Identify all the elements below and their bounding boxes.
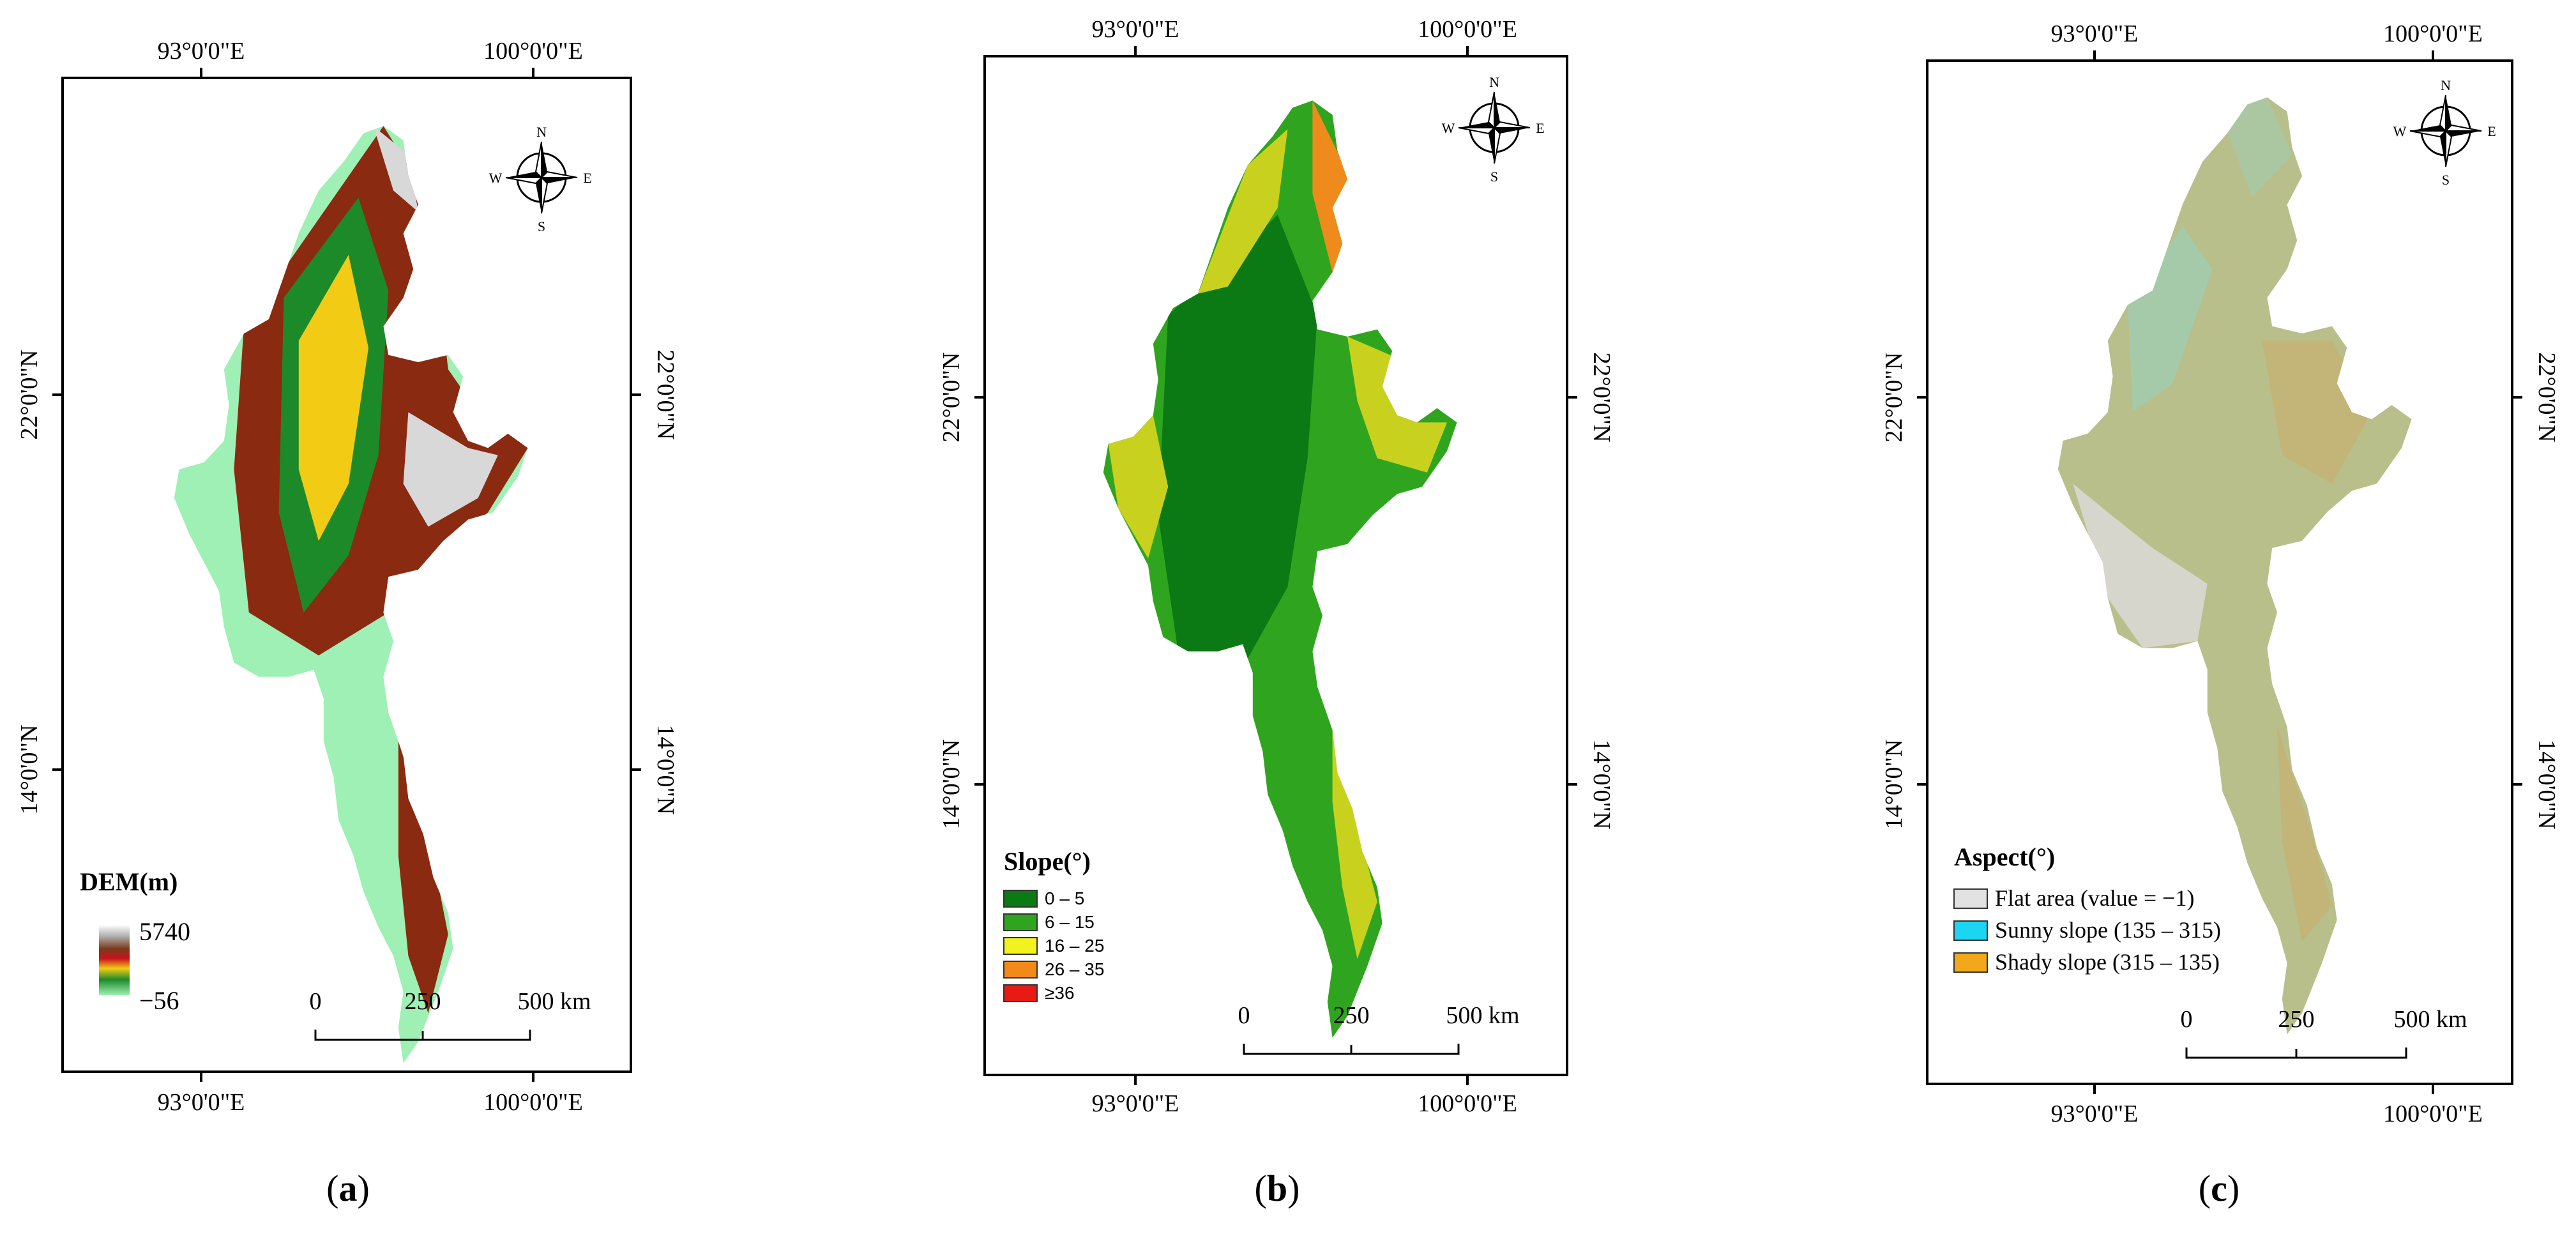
dem-min-label: −56 bbox=[139, 986, 179, 1015]
compass-w-label: W bbox=[1442, 120, 1455, 136]
scale-tick-0: 0 bbox=[310, 988, 322, 1015]
legend-label: 26 – 35 bbox=[1045, 959, 1104, 979]
legend-title: Aspect(°) bbox=[1954, 842, 2055, 871]
aspect-sunny-fill bbox=[2128, 226, 2213, 413]
lon-label-bottom-right: 100°0'0"E bbox=[1418, 1090, 1517, 1117]
scale-tick-500: 500 km bbox=[517, 988, 591, 1015]
compass-w-label: W bbox=[2393, 123, 2407, 139]
slope-mid-west-fill bbox=[1108, 415, 1169, 559]
scale-tick-0: 0 bbox=[2181, 1006, 2193, 1033]
legend-label: Flat area (value = −1) bbox=[1995, 885, 2194, 911]
scale-bar: 0 250 500 km bbox=[1238, 1002, 1520, 1055]
scale-tick-500: 500 km bbox=[1446, 1002, 1519, 1029]
aspect-flat-fill bbox=[2073, 484, 2208, 648]
legend-swatch bbox=[1003, 913, 1038, 931]
dem-hill-fill bbox=[298, 255, 368, 541]
legend-swatch bbox=[1003, 937, 1038, 955]
scale-tick-500: 500 km bbox=[2393, 1006, 2467, 1033]
lat-label-left-top: 22°0'0"N bbox=[16, 350, 43, 440]
legend-label: ≥36 bbox=[1045, 983, 1075, 1003]
compass-s-label: S bbox=[2442, 172, 2450, 188]
lat-label-right-bottom: 14°0'0"N bbox=[1588, 740, 1615, 830]
compass-s-label: S bbox=[1490, 169, 1498, 185]
panel-caption-a: (a) bbox=[326, 1168, 370, 1209]
dem-peak-fill bbox=[403, 412, 498, 527]
lon-label-bottom-right: 100°0'0"E bbox=[483, 1089, 583, 1116]
legend-swatch bbox=[1003, 984, 1038, 1002]
dem-south-ridge-fill bbox=[398, 741, 448, 1014]
slope-flat-fill bbox=[1158, 215, 1318, 659]
compass-n-label: N bbox=[536, 124, 547, 140]
panel-caption-c: (c) bbox=[2199, 1168, 2239, 1209]
scale-bar: 0 250 500 km bbox=[310, 988, 591, 1041]
aspect-shady-south-fill bbox=[2277, 727, 2332, 941]
lat-label-right-top: 22°0'0"N bbox=[652, 350, 679, 440]
legend-label: 0 – 5 bbox=[1045, 888, 1084, 908]
lon-label-top-left: 93°0'0"E bbox=[1092, 16, 1179, 43]
compass-s-label: S bbox=[538, 218, 545, 234]
graticule-ticks bbox=[974, 46, 1577, 1085]
panel-c: 93°0'0"E 100°0'0"E 93°0'0"E 100°0'0"E 22… bbox=[1881, 20, 2560, 1209]
scale-tick-250: 250 bbox=[405, 988, 441, 1015]
aspect-sunny-north-fill bbox=[2217, 97, 2292, 198]
dem-max-label: 5740 bbox=[139, 917, 190, 946]
slope-legend: Slope(°) 0 – 5 6 – 15 16 – 25 26 – 35 ≥36 bbox=[1003, 847, 1104, 1003]
dem-color-ramp bbox=[99, 925, 130, 995]
panel-b: 93°0'0"E 100°0'0"E 93°0'0"E 100°0'0"E 22… bbox=[938, 16, 1615, 1209]
legend-swatch bbox=[1953, 952, 1988, 973]
lat-label-left-bottom: 14°0'0"N bbox=[1881, 740, 1907, 830]
lon-label-top-right: 100°0'0"E bbox=[1418, 16, 1517, 43]
legend-swatch bbox=[1953, 920, 1988, 941]
lon-label-bottom-left: 93°0'0"E bbox=[158, 1089, 245, 1116]
compass-n-label: N bbox=[1489, 74, 1499, 90]
north-arrow-compass-icon: N S E W bbox=[1442, 74, 1545, 185]
compass-e-label: E bbox=[583, 170, 591, 186]
scale-bar: 0 250 500 km bbox=[2181, 1006, 2467, 1059]
legend-swatch bbox=[1003, 890, 1038, 908]
lat-label-left-bottom: 14°0'0"N bbox=[16, 725, 43, 815]
legend-title: Slope(°) bbox=[1004, 847, 1091, 876]
lat-label-right-top: 22°0'0"N bbox=[1588, 353, 1615, 443]
graticule-ticks bbox=[1917, 50, 2522, 1094]
lat-label-right-top: 22°0'0"N bbox=[2533, 353, 2560, 443]
dem-legend: DEM(m) 5740 −56 bbox=[80, 867, 190, 1015]
lon-label-bottom-right: 100°0'0"E bbox=[2383, 1101, 2483, 1127]
dem-north-peak-fill bbox=[373, 126, 418, 212]
graticule-ticks bbox=[52, 68, 641, 1082]
scale-tick-250: 250 bbox=[1333, 1002, 1370, 1029]
lon-label-top-right: 100°0'0"E bbox=[2383, 20, 2483, 47]
scale-tick-250: 250 bbox=[2278, 1006, 2315, 1033]
compass-e-label: E bbox=[2487, 123, 2496, 139]
legend-label: 16 – 25 bbox=[1045, 936, 1104, 956]
legend-swatch bbox=[1003, 961, 1038, 979]
north-arrow-compass-icon: N S E W bbox=[2393, 77, 2496, 188]
lat-label-right-bottom: 14°0'0"N bbox=[2533, 740, 2560, 830]
lat-label-left-top: 22°0'0"N bbox=[938, 353, 965, 443]
scale-tick-0: 0 bbox=[1238, 1002, 1250, 1029]
panel-a: 93°0'0"E 100°0'0"E 93°0'0"E 100°0'0"E 22… bbox=[16, 38, 679, 1209]
lon-label-bottom-left: 93°0'0"E bbox=[1092, 1090, 1179, 1117]
compass-e-label: E bbox=[1536, 120, 1544, 136]
lon-label-top-right: 100°0'0"E bbox=[483, 38, 583, 65]
legend-label: Sunny slope (135 – 315) bbox=[1995, 917, 2221, 943]
aspect-legend: Aspect(°) Flat area (value = −1) Sunny sl… bbox=[1953, 842, 2221, 975]
lon-label-bottom-left: 93°0'0"E bbox=[2051, 1101, 2139, 1127]
lat-label-right-bottom: 14°0'0"N bbox=[652, 725, 679, 815]
legend-swatch bbox=[1953, 888, 1988, 909]
lon-label-top-left: 93°0'0"E bbox=[158, 38, 245, 65]
legend-label: Shady slope (315 – 135) bbox=[1995, 949, 2220, 975]
lon-label-top-left: 93°0'0"E bbox=[2051, 20, 2139, 47]
compass-w-label: W bbox=[489, 170, 503, 186]
compass-n-label: N bbox=[2441, 77, 2451, 93]
lat-label-left-bottom: 14°0'0"N bbox=[938, 740, 965, 830]
legend-title: DEM(m) bbox=[80, 867, 178, 896]
lat-label-left-top: 22°0'0"N bbox=[1881, 353, 1907, 443]
slope-mid-north-fill bbox=[1198, 129, 1288, 294]
legend-label: 6 – 15 bbox=[1045, 912, 1095, 932]
panel-caption-b: (b) bbox=[1255, 1168, 1300, 1209]
north-arrow-compass-icon: N S E W bbox=[489, 124, 592, 234]
